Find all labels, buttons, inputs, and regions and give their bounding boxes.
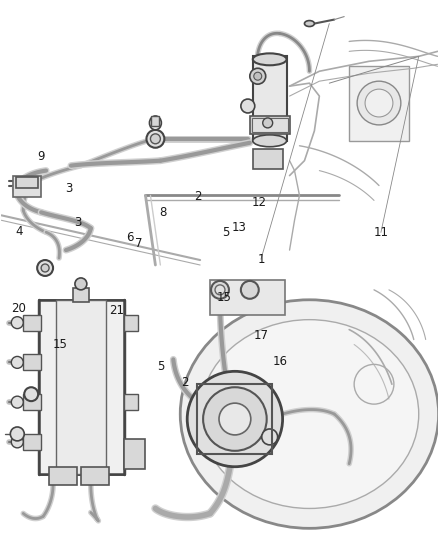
Ellipse shape <box>252 135 286 147</box>
Text: 21: 21 <box>109 304 124 317</box>
Text: 6: 6 <box>126 231 134 244</box>
Bar <box>13 175 41 197</box>
Ellipse shape <box>11 357 23 368</box>
Bar <box>16 176 38 189</box>
Text: 17: 17 <box>253 329 268 342</box>
Ellipse shape <box>219 403 250 435</box>
Bar <box>251 118 287 132</box>
Ellipse shape <box>211 281 229 299</box>
Ellipse shape <box>11 396 23 408</box>
Bar <box>197 384 271 454</box>
Text: 7: 7 <box>135 237 142 250</box>
Bar <box>252 56 286 141</box>
Bar <box>23 354 41 370</box>
Ellipse shape <box>261 429 277 445</box>
Bar <box>348 66 408 141</box>
Text: 9: 9 <box>37 150 44 163</box>
Bar <box>39 300 124 474</box>
Ellipse shape <box>37 260 53 276</box>
Ellipse shape <box>149 116 161 130</box>
Ellipse shape <box>356 81 400 125</box>
Ellipse shape <box>11 427 24 441</box>
Text: 15: 15 <box>216 291 231 304</box>
Ellipse shape <box>364 89 392 117</box>
Ellipse shape <box>252 53 286 65</box>
Ellipse shape <box>146 130 164 148</box>
Ellipse shape <box>41 264 49 272</box>
Text: 2: 2 <box>194 190 201 203</box>
Ellipse shape <box>262 118 272 128</box>
Ellipse shape <box>249 68 265 84</box>
Text: 16: 16 <box>272 355 287 368</box>
Bar <box>124 394 137 410</box>
Bar <box>249 116 289 134</box>
Text: 20: 20 <box>11 302 26 315</box>
Text: 12: 12 <box>251 196 266 209</box>
Bar <box>124 314 137 330</box>
Ellipse shape <box>11 317 23 329</box>
Bar <box>252 149 282 168</box>
Text: 11: 11 <box>373 226 388 239</box>
Ellipse shape <box>187 372 282 467</box>
Text: 8: 8 <box>159 206 166 219</box>
Bar <box>56 300 106 474</box>
Bar <box>23 314 41 330</box>
Text: 13: 13 <box>231 221 246 233</box>
Bar <box>23 394 41 410</box>
Ellipse shape <box>253 72 261 80</box>
Text: 2: 2 <box>180 376 188 389</box>
Ellipse shape <box>24 387 38 401</box>
Text: 4: 4 <box>15 224 22 238</box>
Text: 5: 5 <box>156 360 164 373</box>
Ellipse shape <box>75 278 87 290</box>
Ellipse shape <box>150 134 160 144</box>
Bar <box>49 467 77 484</box>
Ellipse shape <box>215 285 224 295</box>
Bar <box>73 288 88 302</box>
Bar <box>209 280 284 314</box>
Ellipse shape <box>180 300 438 528</box>
Bar <box>124 439 145 469</box>
Ellipse shape <box>11 436 23 448</box>
Bar <box>81 467 109 484</box>
Text: 3: 3 <box>74 216 81 229</box>
Ellipse shape <box>203 387 266 451</box>
Text: 5: 5 <box>222 227 229 239</box>
Text: 3: 3 <box>65 182 73 195</box>
Ellipse shape <box>240 99 254 113</box>
Bar <box>23 434 41 450</box>
Ellipse shape <box>240 281 258 299</box>
Text: 1: 1 <box>257 253 264 266</box>
Bar <box>151 116 159 126</box>
Text: 15: 15 <box>53 338 67 351</box>
Ellipse shape <box>200 320 418 508</box>
Ellipse shape <box>304 21 314 27</box>
